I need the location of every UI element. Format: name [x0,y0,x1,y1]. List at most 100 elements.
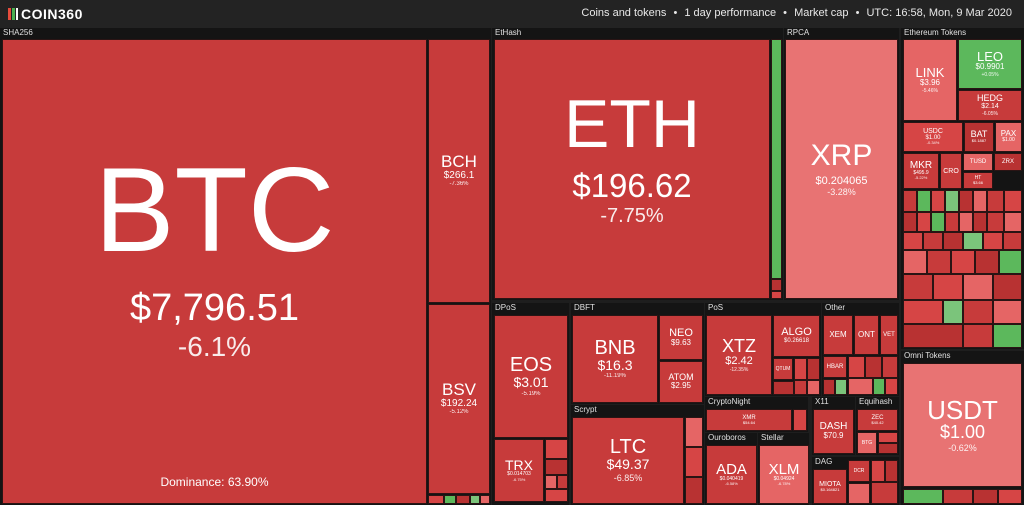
tile-xtz[interactable]: XTZ $2.42 -12.35% [706,315,772,395]
tile-tusd[interactable]: TUSD [963,153,993,171]
tile-xrp[interactable]: XRP $0.204065 -3.28% [785,39,898,299]
coin-change: -7.75% [600,205,664,228]
tile-neo[interactable]: NEO $9.63 [659,315,703,360]
tile-ht[interactable]: HT $3.66 [963,172,993,189]
coin-price: $70.9 [823,431,844,441]
tile-bnb[interactable]: BNB $16.3 -11.19% [572,315,658,403]
coin-price: $0.9901 [975,62,1005,72]
small-coins-mosaic[interactable] [848,356,898,395]
small-coins-mosaic[interactable] [794,358,820,395]
tile-hedg[interactable]: HEDG $2.14 -6.05% [958,90,1022,121]
group-label: Omni Tokens [904,351,951,360]
metric-selector[interactable]: Market cap [794,7,849,19]
tile-vet[interactable]: VET [880,315,898,355]
coin-price: $9.63 [670,337,692,347]
tile-dcr[interactable]: DCR [848,460,870,482]
small-coins-mosaic[interactable] [903,489,1022,504]
tile-eos[interactable]: EOS $3.01 -5.19% [494,315,568,438]
group-x11: X11 DASH $70.9 [812,397,855,455]
small-coins-mosaic[interactable] [685,417,703,504]
tile-leo[interactable]: LEO $0.9901 +0.05% [958,39,1022,89]
coin-symbol: CRO [943,167,959,175]
tile-zec[interactable]: ZEC $40.42 [857,409,898,431]
tile-pax[interactable]: PAX $1.00 [995,122,1022,152]
view-selector[interactable]: Coins and tokens [581,7,667,19]
coin-symbol: LEO [976,49,1003,65]
coin-symbol: LTC [609,436,647,459]
period-selector[interactable]: 1 day performance [684,7,777,19]
coin-symbol: USDC [923,127,943,135]
tile-zrx[interactable]: ZRX [994,153,1022,171]
small-coins-mosaic[interactable] [871,460,898,504]
coin-symbol: BTG [861,439,873,446]
coin-price: $40.42 [871,419,884,425]
coin-change: -3.28% [827,186,856,197]
small-coins-mosaic[interactable] [878,432,898,454]
tile-xmr[interactable]: XMR $54.64 [706,409,792,431]
tile-trx[interactable]: TRX $0.014703 -6.75% [494,439,544,502]
tile-ltc[interactable]: LTC $49.37 -6.85% [572,417,684,504]
tile-eth[interactable]: ETH $196.62 -7.75% [494,39,770,299]
small-coins-mosaic[interactable] [848,483,870,504]
logo[interactable]: COIN360 [8,6,83,22]
group-dpos: DPoS EOS $3.01 -5.19% TRX $0.014703 -6.7… [492,303,569,505]
coin-price: $1.00 [1002,137,1015,144]
timestamp: UTC: 16:58, Mon, 9 Mar 2020 [866,7,1012,19]
coin-symbol: XMR [742,414,756,421]
tile-mkr[interactable]: MKR $495.9 -5.22% [903,153,939,189]
tile-link[interactable]: LINK $3.96 -5.46% [903,39,957,121]
coin-symbol: DASH [819,421,848,433]
coin-symbol: ONT [858,330,875,339]
tile-hbar[interactable]: HBAR [823,356,847,378]
coin-price: $0.040419 [719,475,744,482]
coin-symbol: TRX [505,457,533,474]
tile-cro[interactable]: CRO [940,153,962,189]
group-label: Other [825,303,846,312]
tile-xem[interactable]: XEM [823,315,853,355]
tile-btg[interactable]: BTG [857,432,877,454]
tile-btc[interactable]: BTC $7,796.51 -6.1% Dominance: 63.90% [2,39,427,504]
small-coins-mosaic[interactable] [823,379,847,395]
group-cryptonight: CryptoNight XMR $54.64 [705,397,808,432]
small-coins-mosaic[interactable] [428,495,490,504]
small-coins-mosaic[interactable] [545,439,568,502]
coin-price: $266.1 [443,170,475,182]
group-label: DPoS [495,303,516,312]
separator: • [783,7,788,19]
group-stellar: Stellar XLM $0.04924 -6.78% [758,433,809,505]
small-tokens-mosaic[interactable] [903,190,1022,348]
group-label: Ethereum Tokens [904,28,967,37]
coin-change: -0.62% [948,442,977,453]
coin-symbol: HBAR [826,364,844,370]
tile-qtum[interactable]: QTUM [773,358,793,380]
coin-price: $2.42 [725,354,753,367]
tile-usdt[interactable]: USDT $1.00 -0.62% [903,363,1022,487]
small-coins-mosaic[interactable] [773,381,794,395]
tile-bch[interactable]: BCH $266.1 -7.36% [428,39,490,303]
tile-usdc[interactable]: USDC $1.00 -0.34% [903,122,963,152]
tile-miota[interactable]: MIOTA $0.164821 [813,469,847,504]
small-coins-mosaic[interactable] [771,39,782,299]
group-sha256: SHA256 BTC $7,796.51 -6.1% Dominance: 63… [0,28,491,505]
coin-symbol: BNB [594,336,636,359]
tile-xlm[interactable]: XLM $0.04924 -6.78% [759,445,809,504]
tile-dash[interactable]: DASH $70.9 [813,409,854,454]
group-label: Scrypt [574,405,597,414]
coin-symbol: ADA [716,460,747,478]
coin-symbol: XTZ [722,335,756,356]
coin-symbol: USDT [927,394,998,425]
coin-symbol: ATOM [668,372,694,383]
tile-atom[interactable]: ATOM $2.95 [659,361,703,403]
coin-price: $495.9 [913,169,929,176]
tile-bat[interactable]: BAT $0.1887 [964,122,994,152]
coin-symbol: XRP [810,138,873,172]
tile-ada[interactable]: ADA $0.040419 -6.58% [706,445,757,504]
coin-symbol: XEM [829,330,847,339]
small-coins-mosaic[interactable] [793,409,807,431]
tile-algo[interactable]: ALGO $0.26618 [773,315,820,357]
tile-ont[interactable]: ONT [854,315,879,355]
separator: • [673,7,678,19]
coin-symbol: HT [974,174,982,181]
group-label: PoS [708,303,724,312]
tile-bsv[interactable]: BSV $192.24 -5.12% [428,304,490,494]
